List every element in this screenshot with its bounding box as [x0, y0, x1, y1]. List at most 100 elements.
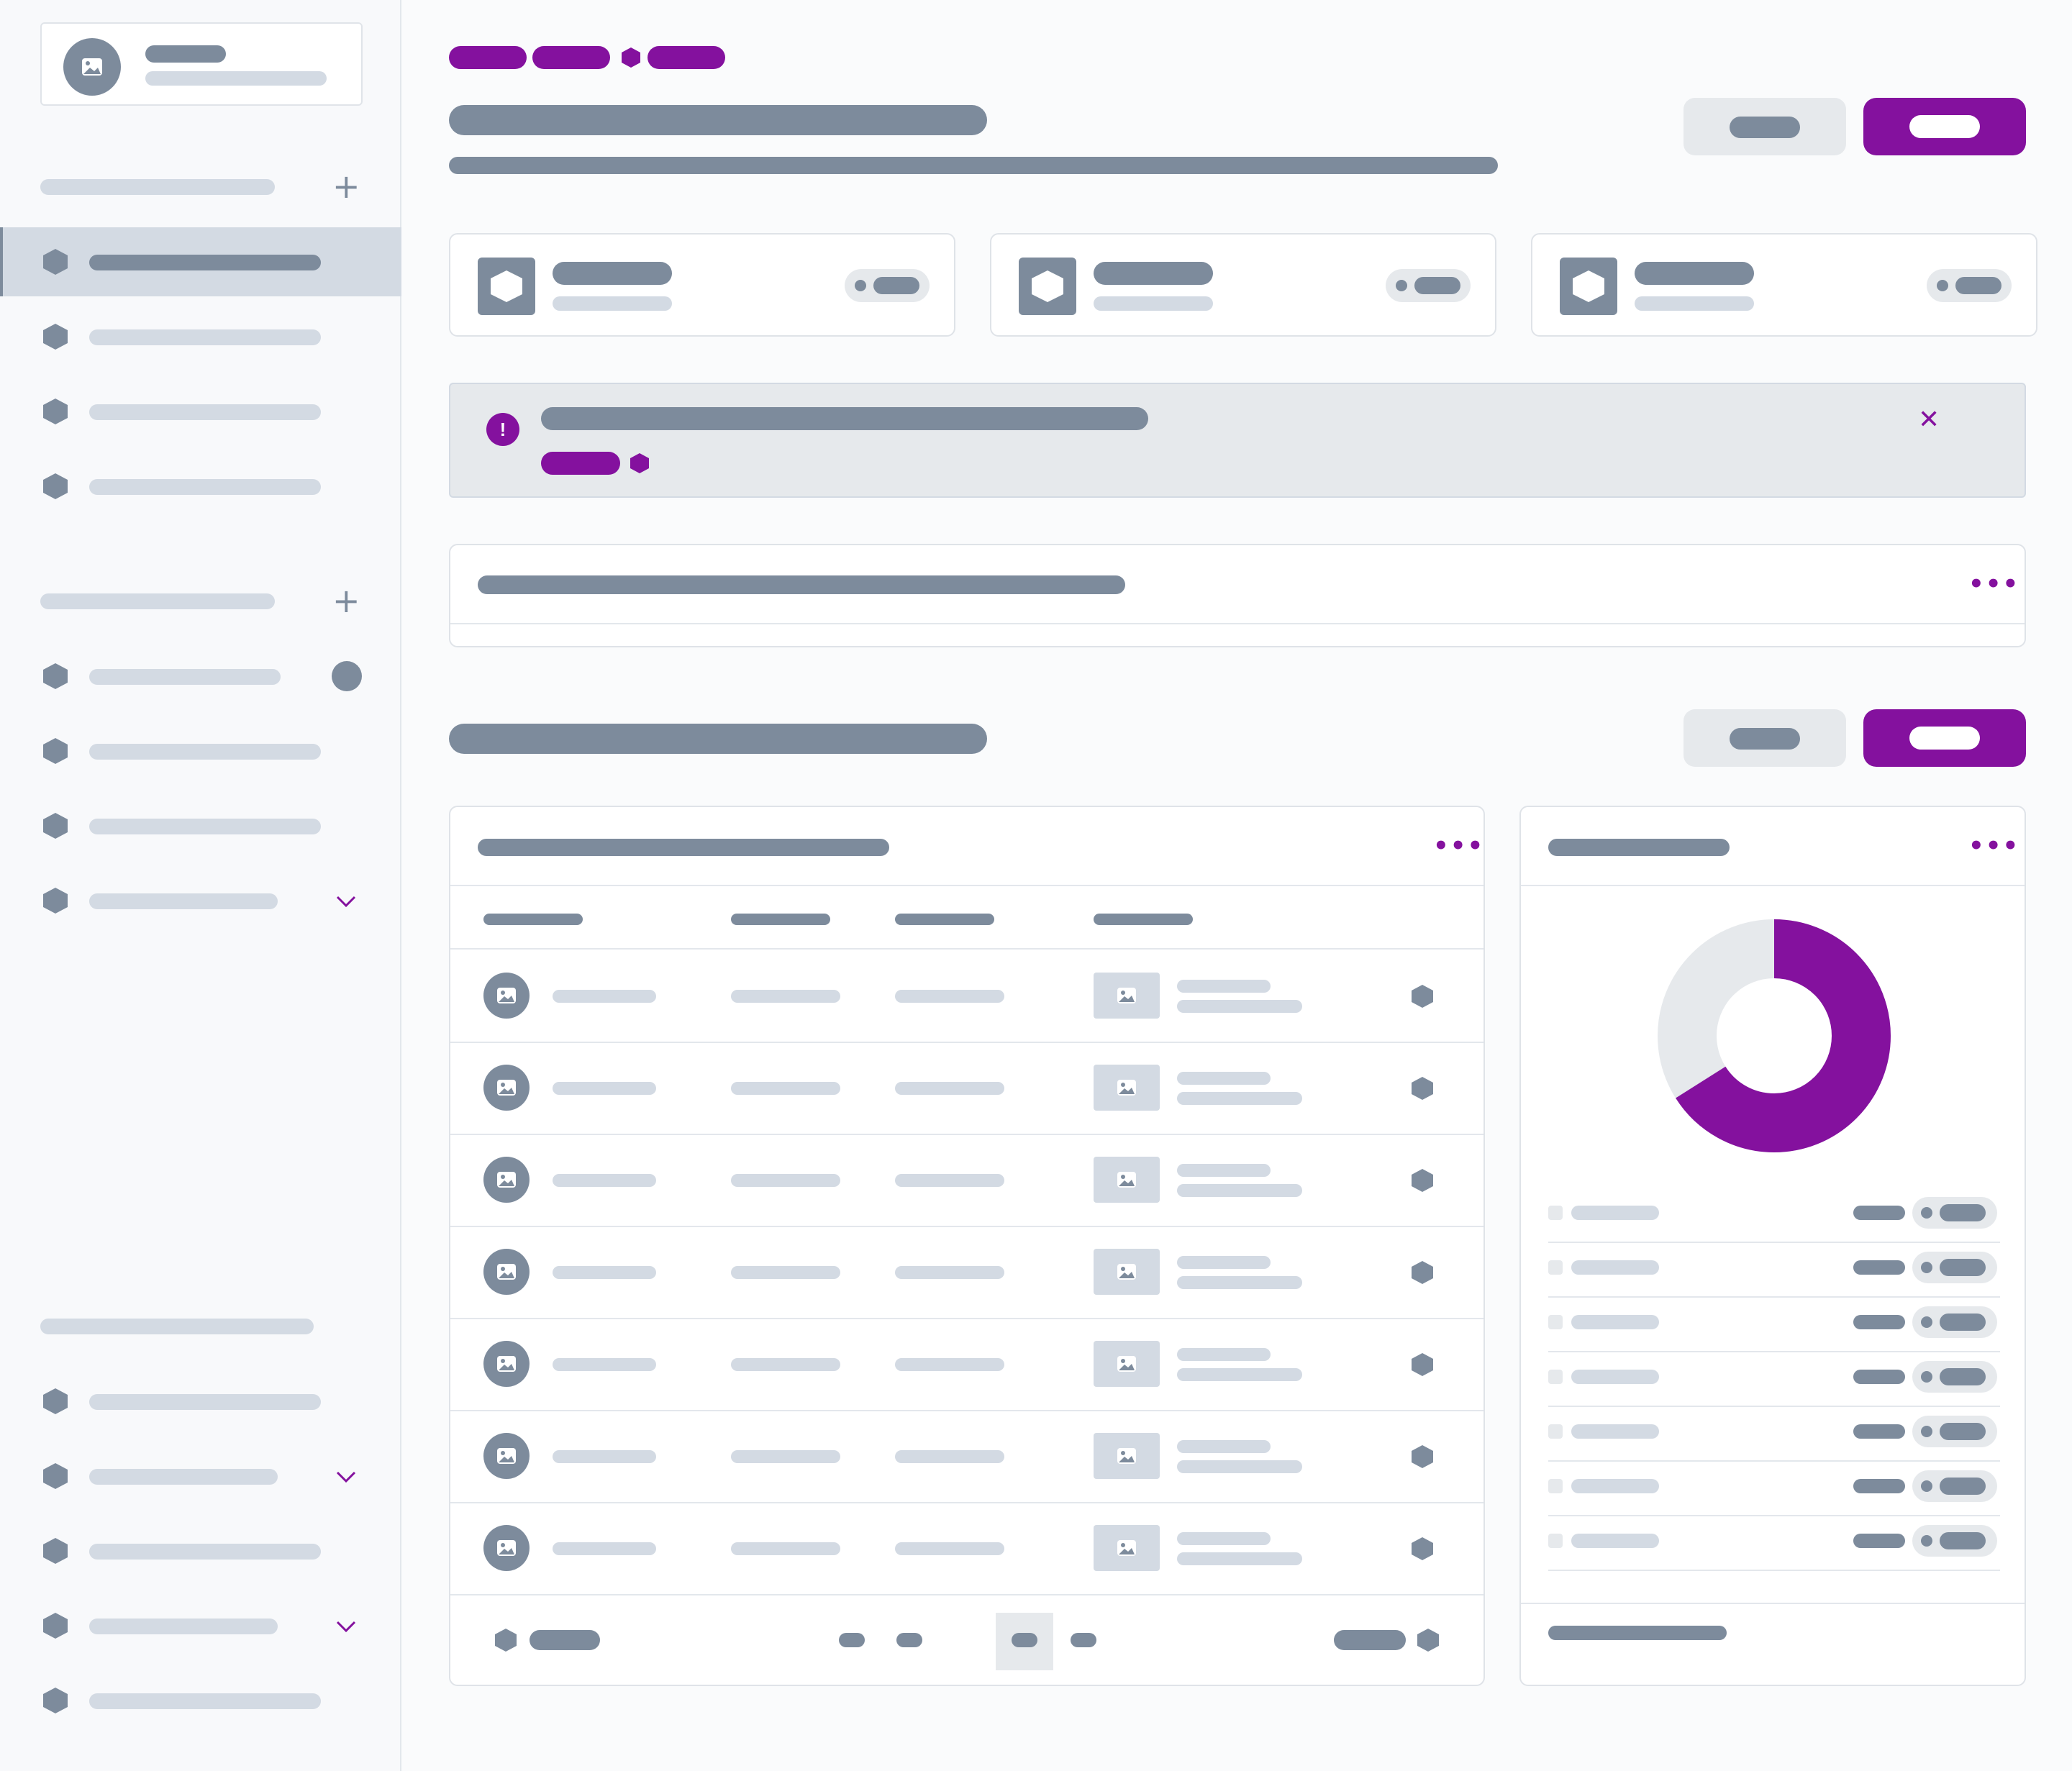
close-icon[interactable]: ✕	[1918, 405, 1940, 434]
sidebar-item[interactable]	[0, 716, 401, 786]
hexagon-icon	[43, 1613, 68, 1639]
legend-label	[1571, 1206, 1659, 1220]
legend-item[interactable]	[1548, 1306, 2000, 1362]
sidebar-item-label	[89, 669, 281, 685]
rows-per-page[interactable]	[530, 1630, 600, 1650]
table-row[interactable]	[450, 1042, 1483, 1134]
cell-title	[1177, 1440, 1271, 1453]
page-number[interactable]	[839, 1633, 865, 1647]
view-report-link[interactable]	[1548, 1626, 1727, 1640]
legend-swatch	[1548, 1534, 1563, 1548]
plus-icon[interactable]: +	[332, 581, 360, 620]
hexagon-icon[interactable]	[1412, 1077, 1433, 1100]
legend-badge-value	[1940, 1259, 1986, 1276]
sidebar-item[interactable]	[0, 791, 401, 860]
table-row[interactable]	[450, 1134, 1483, 1226]
legend-value	[1853, 1315, 1905, 1329]
primary-button[interactable]	[1863, 709, 2026, 767]
breadcrumb-link[interactable]	[532, 46, 610, 69]
hexagon-icon	[1032, 270, 1063, 302]
secondary-button-label	[1730, 728, 1800, 750]
secondary-button-label	[1730, 117, 1800, 138]
hexagon-icon[interactable]	[1412, 1261, 1433, 1284]
column-header[interactable]	[483, 914, 583, 925]
stat-card[interactable]	[990, 233, 1496, 337]
alert-action-link[interactable]	[541, 452, 620, 475]
cell-value	[895, 990, 1004, 1003]
breadcrumb-current[interactable]	[648, 46, 725, 69]
legend-item[interactable]	[1548, 1416, 2000, 1472]
hexagon-icon[interactable]	[1412, 1353, 1433, 1376]
sidebar-item[interactable]	[0, 302, 401, 371]
sidebar-item-active[interactable]	[0, 227, 401, 296]
breadcrumb-link[interactable]	[449, 46, 527, 69]
divider	[450, 885, 1483, 886]
sidebar-item[interactable]	[0, 452, 401, 521]
more-horizontal-icon[interactable]: •••	[1968, 832, 2020, 860]
sidebar-item-expandable[interactable]	[0, 1442, 401, 1511]
table-row[interactable]	[450, 950, 1483, 1042]
legend-item[interactable]	[1548, 1197, 2000, 1253]
chevron-down-icon[interactable]	[335, 1470, 357, 1483]
legend-label	[1571, 1260, 1659, 1275]
image-icon	[1094, 1249, 1160, 1295]
legend-value	[1853, 1260, 1905, 1275]
table-row[interactable]	[450, 1226, 1483, 1318]
more-horizontal-icon[interactable]: •••	[1968, 570, 2020, 598]
hexagon-icon	[43, 888, 68, 914]
hexagon-icon[interactable]	[1417, 1629, 1439, 1652]
hexagon-icon	[43, 1388, 68, 1414]
legend-label	[1571, 1370, 1659, 1384]
image-icon	[63, 38, 121, 96]
legend-item[interactable]	[1548, 1525, 2000, 1581]
secondary-button[interactable]	[1684, 709, 1846, 767]
hexagon-icon	[43, 473, 68, 499]
divider	[450, 1226, 1483, 1227]
page-number[interactable]	[896, 1633, 922, 1647]
sidebar-item[interactable]	[0, 1367, 401, 1436]
collapsible-panel[interactable]: •••	[449, 544, 2026, 647]
sidebar-item-label	[89, 1394, 321, 1410]
sidebar-item-label	[89, 1693, 321, 1709]
page-number[interactable]	[1071, 1633, 1096, 1647]
legend-badge	[1912, 1197, 1997, 1229]
page-range-label	[1334, 1630, 1406, 1650]
table-row[interactable]	[450, 1502, 1483, 1594]
hexagon-icon[interactable]	[1412, 1445, 1433, 1468]
sidebar-item-expandable[interactable]	[0, 1591, 401, 1660]
column-header[interactable]	[731, 914, 830, 925]
chevron-down-icon[interactable]	[335, 1620, 357, 1633]
table-row[interactable]	[450, 1318, 1483, 1410]
trend-badge	[845, 269, 930, 302]
trend-value	[873, 277, 919, 294]
hexagon-icon[interactable]	[1412, 985, 1433, 1008]
legend-item[interactable]	[1548, 1361, 2000, 1417]
column-header[interactable]	[1094, 914, 1193, 925]
primary-button[interactable]	[1863, 98, 2026, 155]
legend-item[interactable]	[1548, 1252, 2000, 1308]
legend-badge	[1912, 1416, 1997, 1447]
stat-card[interactable]	[449, 233, 955, 337]
page-number-active[interactable]	[996, 1613, 1053, 1670]
alert-message	[541, 407, 1148, 430]
stat-card-value	[1635, 262, 1754, 285]
column-header[interactable]	[895, 914, 994, 925]
workspace-switcher[interactable]	[40, 22, 363, 106]
hexagon-icon[interactable]	[1412, 1537, 1433, 1560]
hexagon-icon[interactable]	[1412, 1169, 1433, 1192]
table-row[interactable]	[450, 1410, 1483, 1502]
stat-card-icon	[478, 258, 535, 315]
chevron-down-icon[interactable]	[335, 895, 357, 908]
legend-label	[1571, 1315, 1659, 1329]
sidebar-item[interactable]	[0, 642, 401, 711]
plus-icon[interactable]: +	[332, 167, 360, 206]
legend-item[interactable]	[1548, 1470, 2000, 1526]
sidebar-item[interactable]	[0, 1666, 401, 1735]
stat-card[interactable]	[1531, 233, 2037, 337]
sidebar-item[interactable]	[0, 1516, 401, 1585]
sidebar-item-expandable[interactable]	[0, 866, 401, 935]
sidebar-item[interactable]	[0, 377, 401, 446]
secondary-button[interactable]	[1684, 98, 1846, 155]
image-icon	[483, 1341, 530, 1387]
more-horizontal-icon[interactable]: •••	[1433, 832, 1485, 860]
